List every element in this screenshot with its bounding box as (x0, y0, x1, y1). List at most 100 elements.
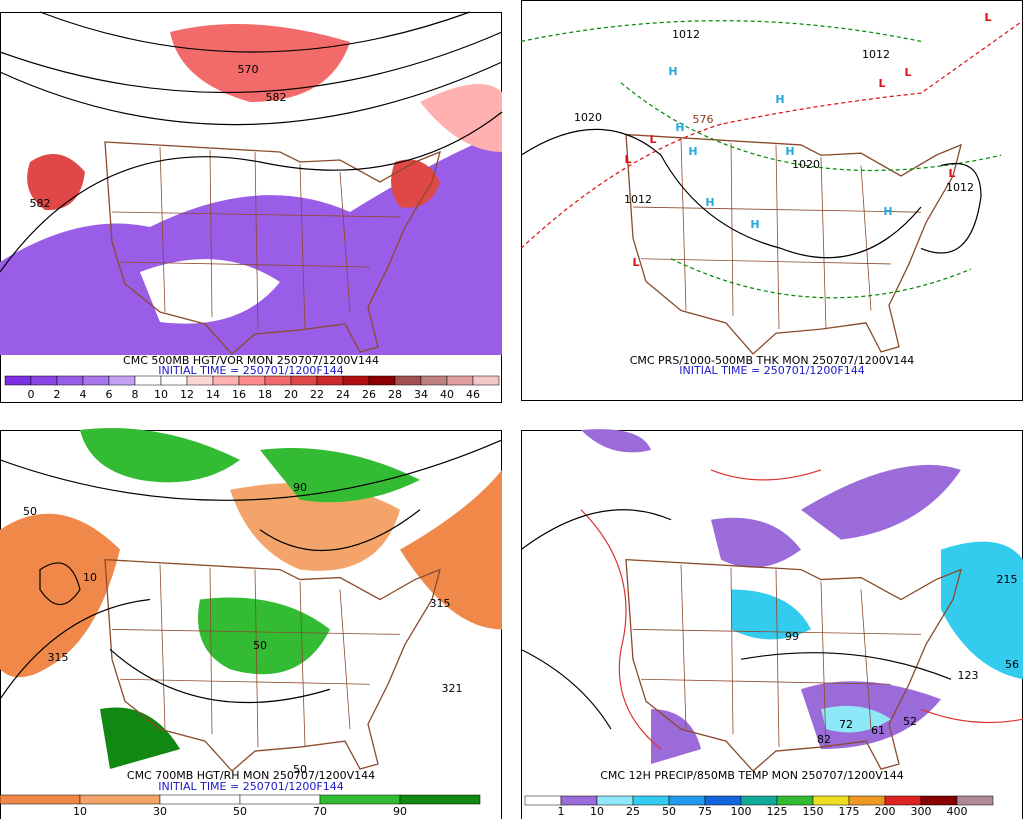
field-fill (420, 84, 502, 152)
map-label: L (632, 256, 639, 269)
map-label: 576 (693, 113, 714, 126)
country-outline (625, 558, 962, 772)
contour (580, 509, 662, 750)
map-label: H (705, 196, 714, 209)
colorbar-segment (4, 375, 32, 386)
state-line (820, 157, 827, 330)
map-label: H (668, 65, 677, 78)
colorbar-label: 28 (388, 388, 402, 401)
colorbar-label: 10 (73, 805, 87, 818)
state-line (860, 165, 872, 311)
colorbar-segment (920, 795, 958, 806)
colorbar-segment (108, 375, 136, 386)
colorbar-segment (212, 375, 240, 386)
country-outline (104, 558, 441, 772)
colorbar-label: 14 (206, 388, 220, 401)
contour (0, 61, 503, 126)
map-label: L (948, 167, 955, 180)
state-line (159, 146, 166, 313)
contour (710, 469, 822, 481)
field-fill (80, 428, 240, 483)
colorbar-segment (264, 375, 292, 386)
state-line (111, 629, 401, 635)
colorbar-label: 26 (362, 388, 376, 401)
state-line (860, 589, 872, 730)
contour (0, 31, 503, 94)
state-line (775, 569, 780, 748)
colorbar-segment (238, 375, 266, 386)
colorbar-label: 1 (558, 805, 565, 818)
colorbar-label: 6 (106, 388, 113, 401)
map-label: 582 (266, 91, 287, 104)
colorbar-segment (560, 795, 598, 806)
state-line (111, 211, 401, 218)
colorbar-segment (596, 795, 634, 806)
colorbar-label: 40 (440, 388, 454, 401)
contour (920, 162, 982, 254)
colorbar-segment (632, 795, 670, 806)
state-line (632, 206, 922, 213)
map-label: 321 (442, 682, 463, 695)
map (0, 11, 503, 355)
colorbar-segment (524, 795, 562, 806)
map-frame (521, 0, 1023, 401)
state-line (632, 629, 922, 635)
state-line (820, 581, 827, 748)
map-label: 56 (1005, 658, 1019, 671)
state-line (299, 163, 306, 331)
contour (740, 652, 952, 680)
colorbar-label: 50 (662, 805, 676, 818)
map-label: 215 (997, 573, 1018, 586)
map-label: L (649, 133, 656, 146)
colorbar-segment (740, 795, 778, 806)
colorbar-segment (884, 795, 922, 806)
map-label: 99 (785, 630, 799, 643)
colorbar-segment (368, 375, 396, 386)
field-fill (731, 589, 811, 640)
map-label: 123 (958, 669, 979, 682)
contour (0, 439, 503, 501)
map-label: 315 (48, 651, 69, 664)
contour (39, 11, 471, 53)
map-label: 315 (430, 597, 451, 610)
field-fill (711, 517, 801, 568)
field-fill (170, 24, 350, 102)
field-fill (140, 259, 280, 324)
map-label: 1020 (792, 158, 820, 171)
colorbar-label: 90 (393, 805, 407, 818)
colorbar-segment (394, 375, 422, 386)
field-fill (400, 469, 502, 630)
map-label: H (675, 121, 684, 134)
colorbar-label: 34 (414, 388, 428, 401)
state-line (640, 258, 892, 265)
map-label: 1012 (946, 181, 974, 194)
map-label: L (878, 77, 885, 90)
map-label: 52 (903, 715, 917, 728)
colorbar-label: 30 (153, 805, 167, 818)
map (0, 428, 503, 772)
field-fill (391, 159, 440, 208)
map-label: 10 (83, 571, 97, 584)
contour (920, 708, 1024, 724)
map-label: L (904, 66, 911, 79)
colorbar-segment (319, 794, 401, 805)
contour (520, 648, 612, 730)
map-label: 50 (293, 763, 307, 776)
map-panel: HHHHHHHHLLLLLLL1012101210201020101210125… (520, 0, 1024, 401)
colorbar-segment (446, 375, 474, 386)
colorbar-label: 16 (232, 388, 246, 401)
colorbar-segment (0, 794, 81, 805)
map-label: H (775, 93, 784, 106)
colorbar-segment (668, 795, 706, 806)
contour (520, 20, 1024, 249)
colorbar-label: 100 (731, 805, 752, 818)
map-label: 50 (23, 505, 37, 518)
colorbar-label: 70 (313, 805, 327, 818)
colorbar-label: 400 (947, 805, 968, 818)
panel-subtitle: INITIAL TIME = 250701/1200F144 (679, 364, 864, 377)
colorbar-segment (420, 375, 448, 386)
state-line (339, 171, 351, 313)
panel-title: CMC 500MB HGT/VOR MON 250707/1200V144 (123, 354, 379, 367)
panel-subtitle: INITIAL TIME = 250701/1200F144 (158, 780, 343, 793)
